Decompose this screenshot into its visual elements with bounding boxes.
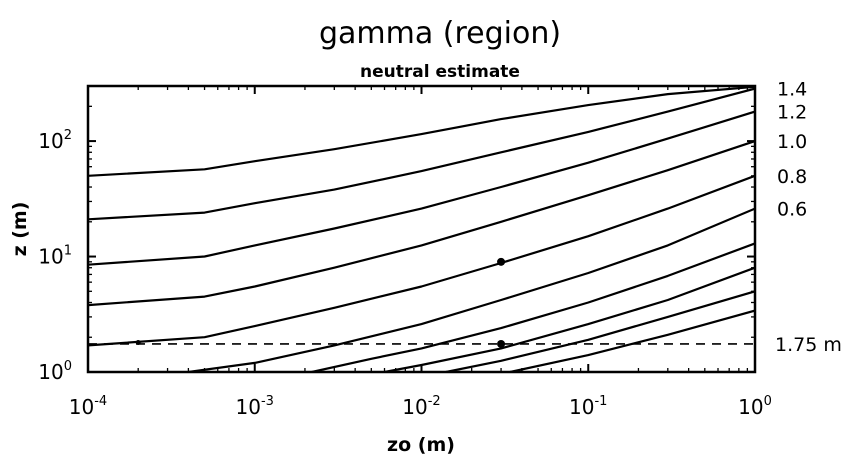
y-axis-label: z (m) [9, 202, 31, 257]
reference-line-label: 1.75 m [775, 334, 842, 356]
contour-label-4: 1.0 [777, 131, 807, 153]
marker-point-3 [135, 340, 141, 346]
contour-label-5: 0.8 [777, 166, 807, 188]
x-axis-label: zo (m) [387, 434, 455, 456]
x-tick-label: 10-4 [69, 394, 107, 419]
x-tick-label: 10-1 [569, 394, 607, 419]
contour-label-6: 0.6 [777, 199, 807, 221]
series-line-9 [445, 290, 755, 372]
x-tick-label: 10-3 [236, 394, 274, 419]
marker-layer [135, 257, 506, 348]
chart-title: gamma (region) [319, 16, 561, 51]
series-line-10 [509, 309, 755, 372]
plot-frame [86, 84, 757, 374]
series-line-8 [384, 266, 755, 372]
x-tick-label: 10-2 [402, 394, 440, 419]
series-line-5 [88, 174, 755, 347]
x-tick-labels: 10-4 10-3 10-2 10-1 100 [69, 394, 772, 419]
marker-point-2 [497, 339, 506, 348]
series-line-6 [188, 207, 755, 372]
contour-label-2: 1.4 [777, 79, 807, 101]
contour-labels: 1.41.2 1.0 0.8 0.6 [777, 79, 807, 221]
y-tick-label: 102 [38, 128, 72, 153]
series-line-1 [88, 86, 755, 177]
series-line-4 [88, 140, 755, 307]
chart-subtitle: neutral estimate [360, 62, 520, 82]
contour-label-3: 1.2 [777, 102, 807, 124]
series-layer [88, 86, 755, 372]
y-tick-label: 101 [38, 244, 72, 269]
tick-layer [87, 85, 756, 373]
marker-point-1 [497, 257, 506, 266]
y-tick-label: 100 [38, 359, 72, 384]
series-line-7 [311, 242, 755, 372]
series-line-3 [88, 110, 755, 266]
x-tick-label: 100 [738, 394, 772, 419]
series-line-2 [88, 87, 755, 221]
y-tick-labels: 100 101 102 [38, 128, 72, 384]
reference-layer: 1.75 m [88, 334, 842, 356]
